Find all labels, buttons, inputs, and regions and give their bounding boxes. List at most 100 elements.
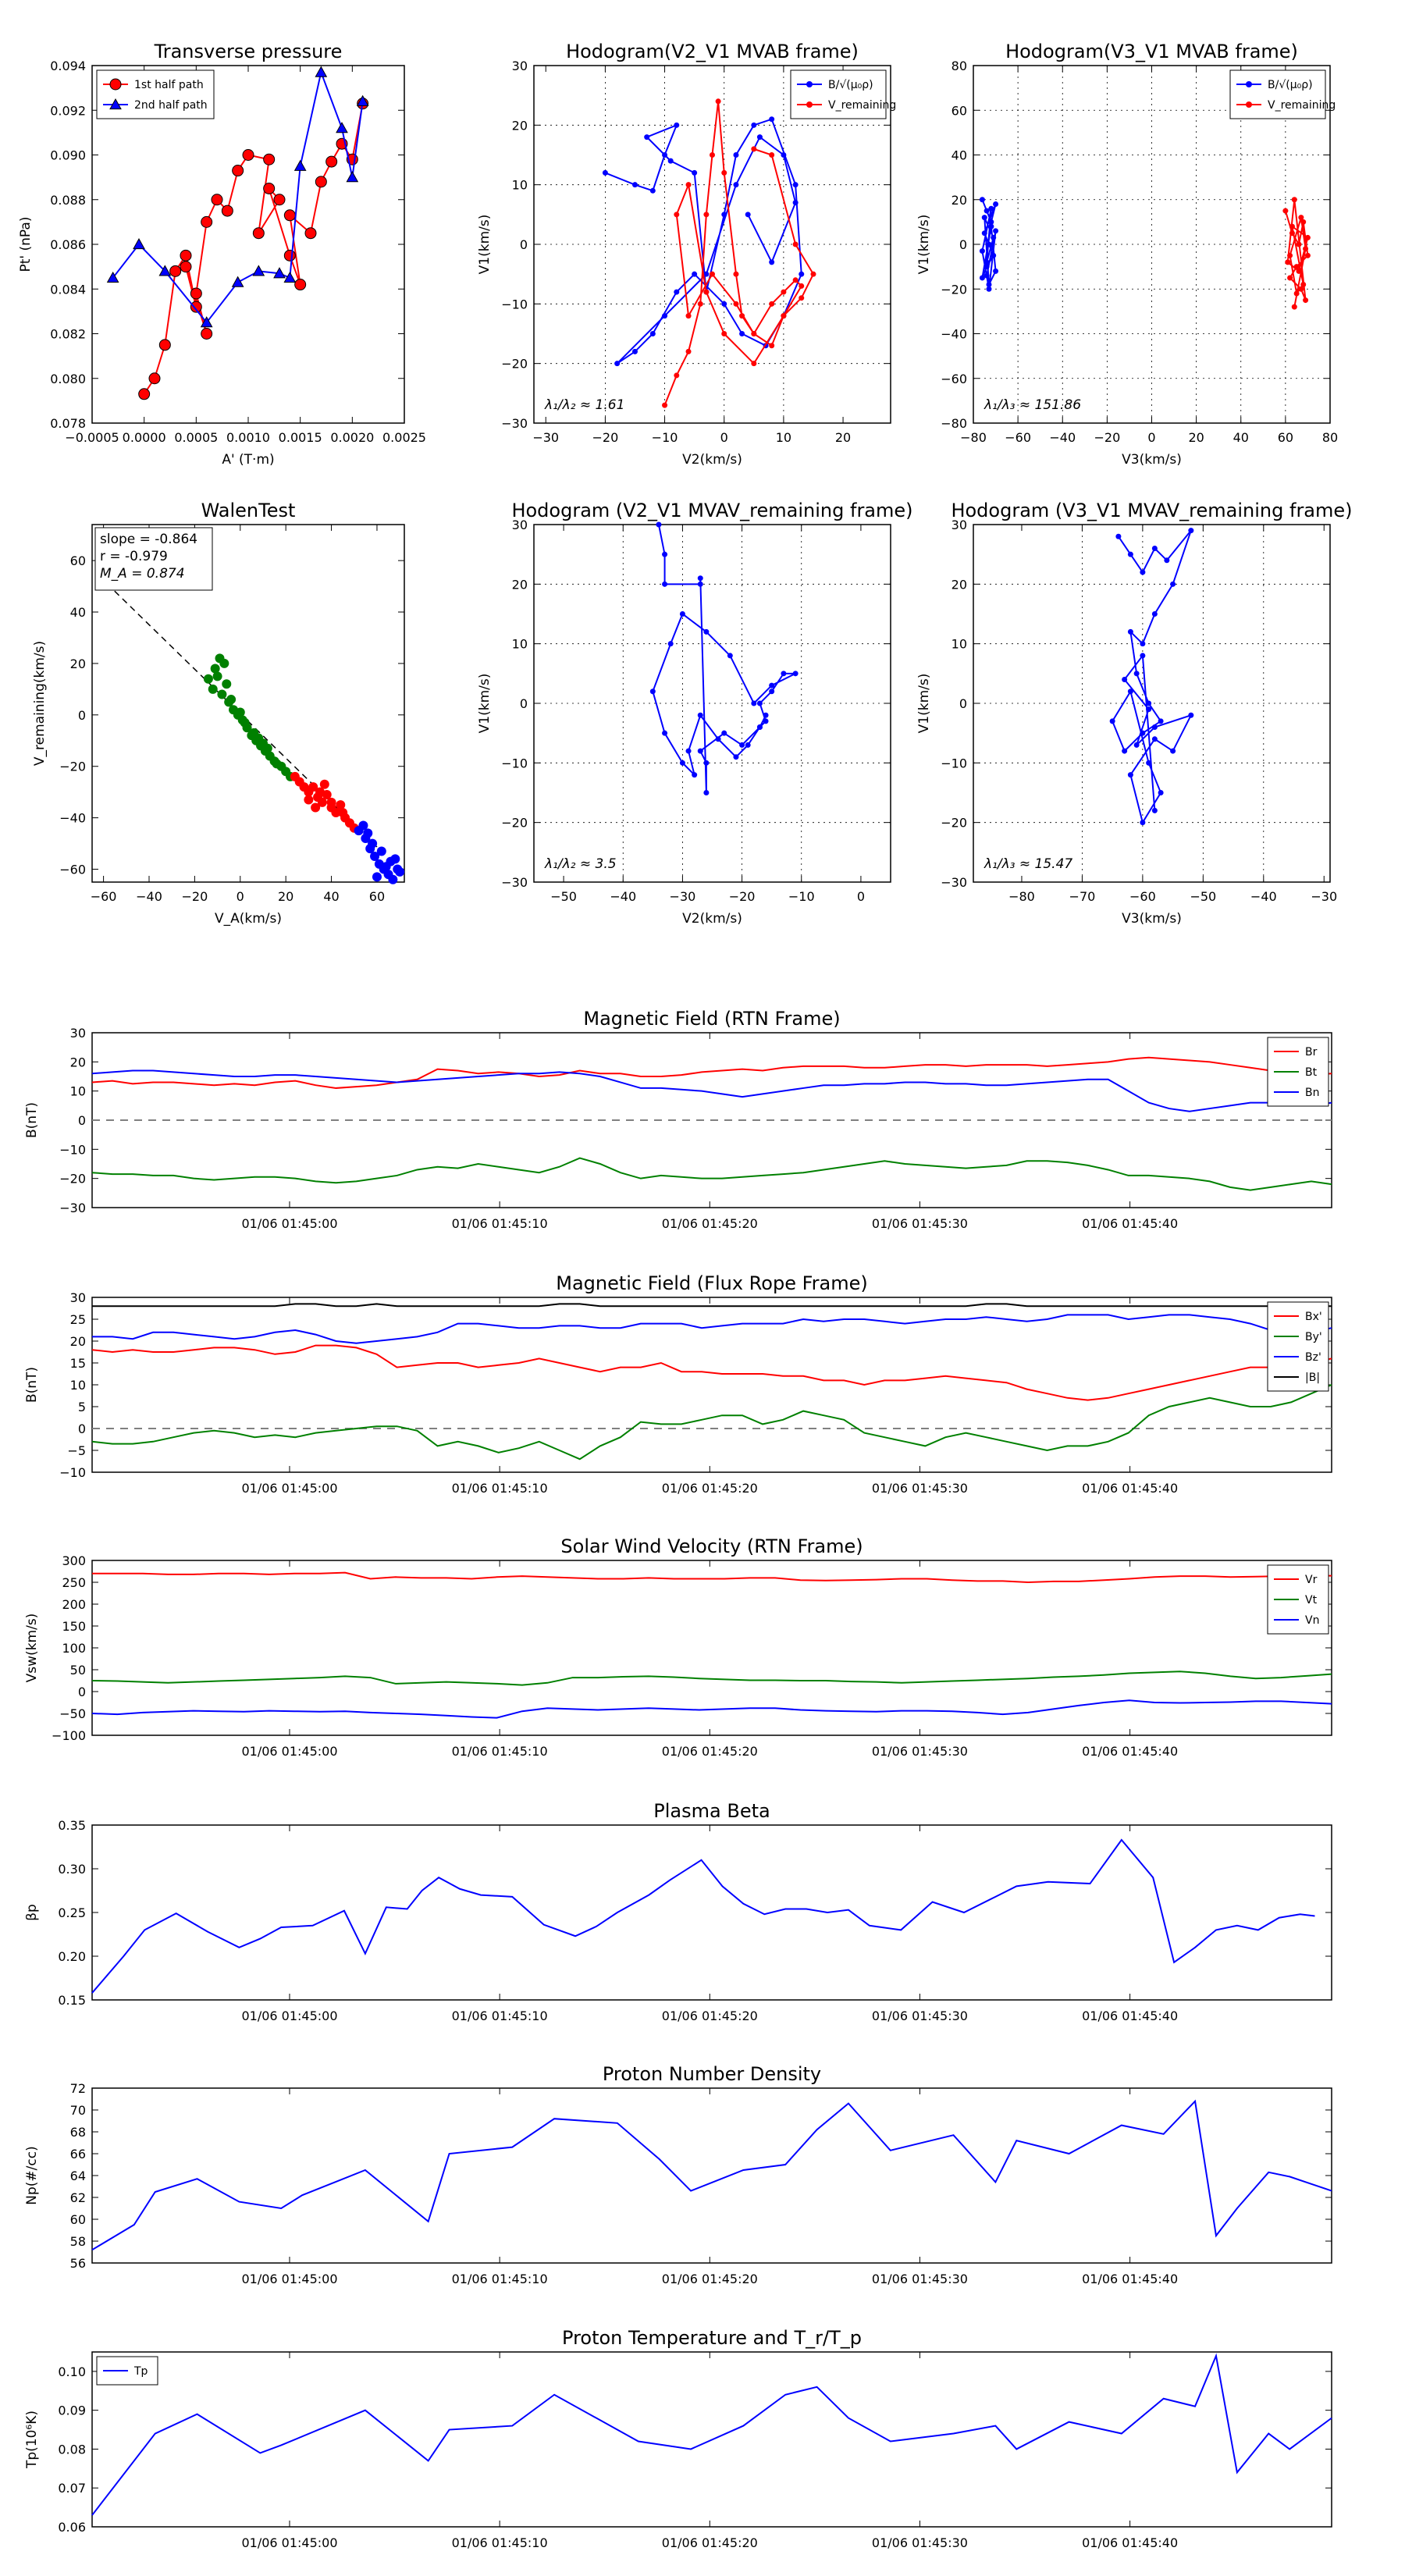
data-point [212, 671, 222, 681]
data-point [263, 182, 276, 194]
series-line-Vn [91, 1699, 1332, 1719]
y-tick-label: −30 [501, 416, 528, 431]
y-tick-label: −80 [941, 416, 967, 431]
data-point [1140, 653, 1146, 659]
series-line [663, 101, 815, 406]
data-point [1246, 101, 1252, 108]
data-point [751, 122, 757, 128]
data-point [991, 252, 997, 258]
y-tick-label: 0.30 [58, 1862, 86, 1877]
data-point [317, 797, 327, 807]
legend-box [1229, 69, 1326, 119]
data-point [180, 249, 192, 262]
x-tick-label: 01/06 01:45:30 [872, 1744, 968, 1759]
legend-label: By' [1305, 1331, 1322, 1343]
data-point [697, 748, 703, 754]
y-axis-label: Np(#/cc) [24, 2146, 40, 2204]
data-point [756, 700, 763, 706]
data-point [781, 671, 787, 677]
y-tick-label: −40 [59, 811, 86, 826]
x-tick-label: 01/06 01:45:30 [872, 2008, 968, 2023]
y-tick-label: 10 [512, 637, 528, 652]
data-point [1151, 611, 1158, 617]
data-point [1298, 286, 1304, 292]
y-tick-label: −50 [59, 1706, 86, 1721]
x-tick-label: 01/06 01:45:40 [1082, 1481, 1178, 1496]
data-point [685, 348, 692, 354]
data-point [1285, 259, 1291, 265]
y-tick-label: −20 [501, 816, 528, 831]
x-tick-label: −30 [1311, 889, 1337, 904]
data-point [756, 134, 763, 141]
x-tick-label: 01/06 01:45:40 [1082, 1216, 1178, 1231]
data-point [1304, 252, 1311, 258]
data-point [763, 712, 769, 718]
data-point [703, 790, 710, 795]
series-blue [354, 820, 405, 884]
x-tick-label: 01/06 01:45:00 [241, 2008, 337, 2023]
data-point [806, 81, 813, 87]
data-point [799, 283, 805, 289]
data-point [703, 628, 710, 635]
series-line-Bx' [91, 1344, 1332, 1401]
data-point [293, 159, 307, 171]
data-point [1289, 230, 1295, 237]
data-point [739, 313, 745, 319]
y-tick-label: −10 [501, 297, 528, 311]
y-tick-label: 10 [951, 637, 967, 652]
x-tick-label: 01/06 01:45:20 [662, 2008, 758, 2023]
data-point [222, 679, 232, 689]
y-tick-label: 40 [951, 148, 967, 163]
data-point [781, 313, 787, 319]
data-point [679, 760, 685, 766]
series-line [143, 103, 364, 395]
x-tick-label: −20 [729, 889, 756, 904]
data-point [1158, 790, 1164, 795]
data-point [692, 169, 698, 176]
data-point [231, 276, 244, 287]
y-tick-label: −40 [941, 327, 967, 342]
legend-label: Bn [1305, 1087, 1319, 1099]
data-point [138, 388, 151, 400]
data-point [109, 78, 122, 91]
data-point [751, 146, 757, 152]
data-point [1287, 275, 1293, 281]
legend-label: B/√(μ₀ρ) [828, 79, 873, 91]
y-tick-label: 0.084 [50, 282, 86, 297]
data-point [1296, 241, 1302, 247]
y-axis-label: V1(km/s) [477, 674, 493, 734]
x-tick-label: 01/06 01:45:20 [662, 2535, 758, 2550]
y-tick-label: 56 [70, 2256, 86, 2271]
chart-hodogram-v3-v1-mvav: Hodogram (V3_V1 MVAV_remaining frame) V1(… [916, 500, 1353, 927]
data-point [338, 808, 348, 818]
series-B/√(μ₀ρ) [979, 197, 999, 292]
y-tick-label: −30 [501, 875, 528, 890]
y-tick-label: 0 [78, 1113, 86, 1128]
data-point [692, 271, 698, 277]
data-point [721, 212, 727, 218]
series-B/√(μ₀ρ) [602, 116, 805, 367]
data-point [781, 152, 787, 158]
data-point [988, 219, 994, 225]
y-axis-label: V1(km/s) [477, 215, 493, 275]
y-tick-label: 0.080 [50, 372, 86, 386]
x-tick-label: 0.0000 [123, 430, 166, 445]
data-point [733, 301, 739, 307]
data-point [1146, 706, 1152, 713]
x-axis-label: V3(km/s) [1122, 452, 1182, 468]
y-tick-label: −60 [59, 863, 86, 877]
x-tick-label: 0 [1147, 430, 1155, 445]
y-tick-label: −10 [501, 756, 528, 770]
y-axis-label: V1(km/s) [916, 674, 932, 734]
data-point [792, 277, 799, 283]
data-point [703, 212, 710, 218]
data-point [727, 653, 733, 659]
x-tick-label: 40 [1233, 430, 1249, 445]
y-tick-label: 0.078 [50, 416, 86, 431]
data-point [1151, 546, 1158, 552]
data-point [810, 271, 816, 277]
y-tick-label: −20 [59, 1172, 86, 1187]
y-tick-label: 0.086 [50, 237, 86, 252]
data-point [733, 182, 739, 188]
data-point [315, 176, 327, 188]
